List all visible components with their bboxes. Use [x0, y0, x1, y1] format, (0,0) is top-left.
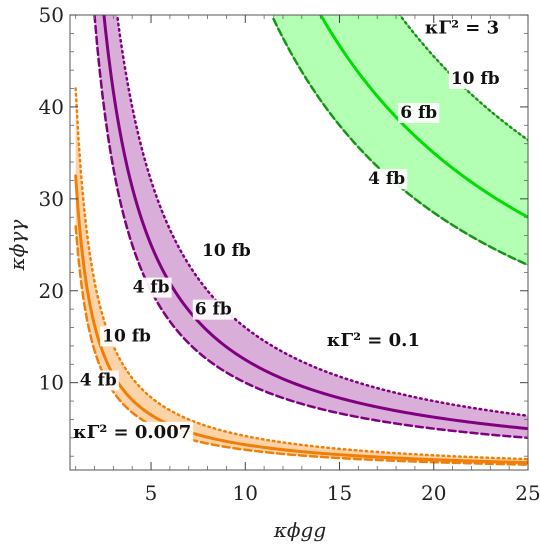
y-tick-label: 20	[39, 279, 64, 303]
annotation-text: 10 fb	[451, 69, 500, 89]
annotation-text: κΓ² = 0.007	[73, 422, 191, 443]
y-tick-label: 30	[39, 187, 64, 211]
annotation: 10 fb	[100, 326, 154, 347]
axes: 5 10 15 20 25 10 20 30 40 50	[39, 3, 540, 505]
x-tick-label: 10	[233, 481, 258, 505]
annotation-text: 10 fb	[202, 241, 251, 261]
annotation: 4 fb	[77, 370, 119, 391]
curve-layer	[74, 15, 528, 466]
curve-purple-dashed	[93, 15, 528, 440]
annotation: κΓ² = 0.007	[71, 421, 194, 443]
x-tick-label: 25	[515, 481, 540, 505]
y-tick-label: 10	[39, 371, 64, 395]
annotation-text: 6 fb	[195, 300, 232, 320]
annotation: 10 fb	[200, 240, 253, 261]
y-tick-label: 50	[39, 3, 64, 27]
annotation-layer: κΓ² = 3 10 fb 6 fb 4 fb 10 fb 4 fb 6 fb κΓ² = 0…	[71, 17, 502, 443]
x-tick-label: 15	[327, 481, 352, 505]
annotation: 6 fb	[192, 299, 234, 320]
plot-frame	[69, 14, 529, 471]
annotation: 4 fb	[366, 169, 408, 190]
curve-orange-dotted	[74, 87, 528, 461]
band-purple	[94, 15, 528, 438]
annotation-text: 4 fb	[133, 278, 170, 298]
curve-orange-solid	[74, 174, 528, 465]
annotation-text: κΓ² = 0.1	[327, 330, 420, 351]
annotation-text: 10 fb	[102, 326, 151, 346]
curve-green-dotted	[398, 15, 528, 142]
x-axis-label: κϕgg	[273, 518, 326, 542]
annotation: 10 fb	[448, 68, 502, 89]
annotation-text: 4 fb	[368, 169, 405, 189]
curve-purple-dotted	[115, 15, 528, 418]
x-tick-label: 5	[145, 481, 158, 505]
y-tick-label: 40	[39, 95, 64, 119]
annotation: κΓ² = 3	[422, 17, 502, 39]
annotation-text: 6 fb	[400, 103, 437, 123]
annotation: κΓ² = 0.1	[324, 329, 422, 351]
annotation-text: κΓ² = 3	[425, 17, 499, 38]
x-tick-label: 20	[421, 481, 446, 505]
band-green	[273, 15, 528, 266]
y-axis-label: κϕγγ	[5, 220, 29, 272]
annotation: 4 fb	[130, 277, 172, 298]
annotation: 6 fb	[398, 102, 440, 123]
annotation-text: 4 fb	[80, 370, 117, 390]
